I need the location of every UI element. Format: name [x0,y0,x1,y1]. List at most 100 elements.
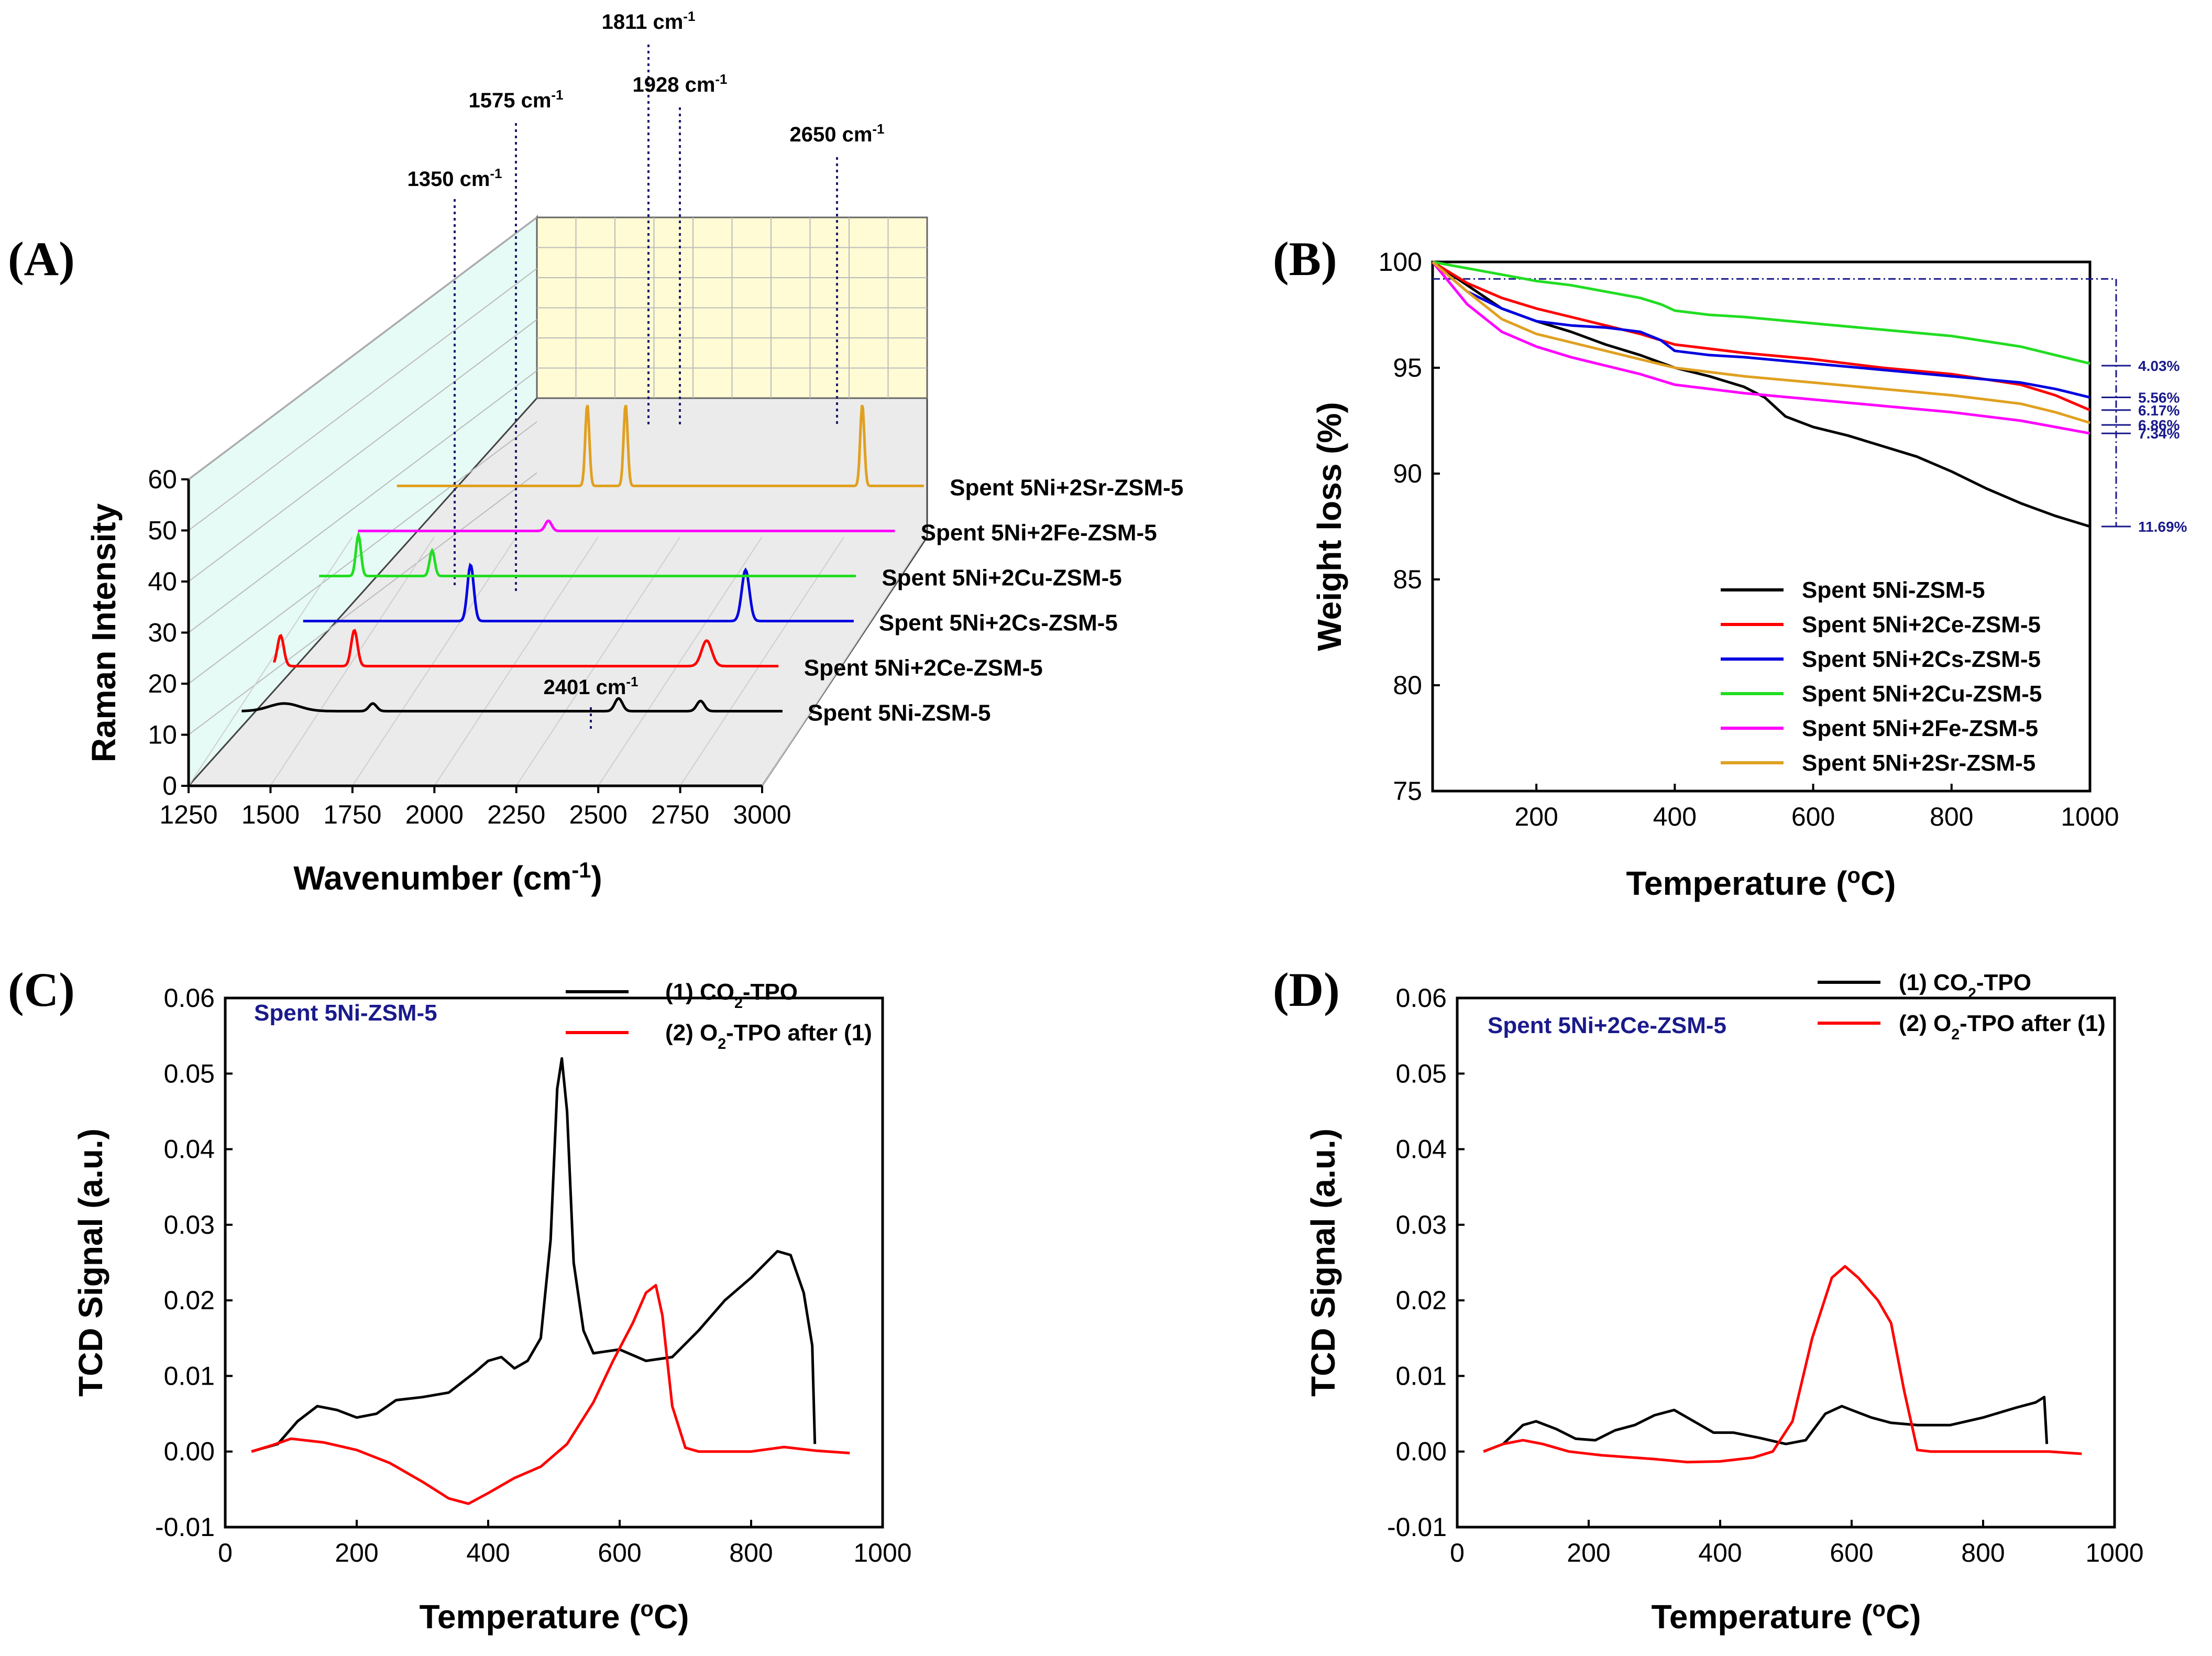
panel-a-series [241,404,924,712]
raman-line-spent-5ni-2cu-zsm-5 [319,531,856,577]
line-spent-5ni-2cs-zsm-5 [1432,261,2090,399]
floor-grid-line [434,536,599,786]
side-grid-line [188,268,537,531]
y-tick-label: 40 [148,567,177,596]
raman-label-spent-5ni-2fe-zsm-5: Spent 5Ni+2Fe-ZSM-5 [921,520,1157,546]
legend-label-1-co2-tpo: (1) CO2-TPO [665,979,798,1012]
floor-grid-line [352,536,517,786]
x-tick-label: 200 [1514,802,1558,831]
panel-a-y-title: Raman Intensity [85,503,123,762]
panel-a: (A) 0 10 20 30 40 50 60 1250 1500 1750 2000 2250 25… [8,8,1183,897]
x-tick-label: 400 [1698,1538,1742,1567]
panel-b-reference [1433,278,2117,527]
line-spent-5ni-2fe-zsm-5 [1432,261,2090,435]
x-tick-label: 2500 [569,800,628,829]
panel-a-series-labels: Spent 5Ni-ZSM-5 Spent 5Ni+2Ce-ZSM-5 Spent … [804,475,1184,726]
legend-label-spent-5ni-2cu-zsm-5: Spent 5Ni+2Cu-ZSM-5 [1802,681,2042,707]
side-grid-line [188,319,537,582]
line-spent-5ni-2cu-zsm-5 [1432,260,2090,365]
panel-d: (D) 0 200 400 600 800 1000 -0.01 0.00 0.01 0.02 0.… [1273,963,2144,1636]
y-tick-label: 0.02 [164,1286,215,1315]
raman-annotation-1350-cm-1: 1350 cm-1 [407,166,502,191]
y-tick-label: 10 [148,720,177,750]
raman-annotation-1575-cm-1: 1575 cm-1 [468,87,563,112]
y-tick-label: 0.00 [164,1437,215,1466]
floor-grid-line [598,536,763,786]
panel-c-series [251,1057,850,1505]
x-tick-label: 800 [1930,802,1973,831]
panel-c-sample-label: Spent 5Ni-ZSM-5 [254,1000,437,1026]
legend-label-spent-5ni-zsm-5: Spent 5Ni-ZSM-5 [1802,577,1985,603]
x-tick-label: 0 [218,1538,233,1567]
x-tick-label: 2250 [487,800,545,829]
line-1-co2-tpo [1483,1396,2049,1453]
side-grid-line [188,421,537,684]
floor-grid-line [188,536,353,786]
panel-b-label: (B) [1273,232,1337,286]
panel-a-x-title: Wavenumber (cm-1) [293,858,602,897]
y-tick-label: 60 [148,465,177,494]
panel-d-x-title: Temperature (oC) [1652,1596,1921,1636]
panel-c-y-title: TCD Signal (a.u.) [72,1128,109,1397]
panel-a-label: (A) [8,232,75,286]
loss-label-6-86: 6.86% [2138,417,2180,433]
panel-b-x-title: Temperature (oC) [1626,863,1896,903]
raman-line-spent-5ni-2fe-zsm-5 [358,519,895,532]
panel-a-annotation-lines [454,45,838,731]
y-tick-label: 0.05 [164,1059,215,1088]
floor-grid-line [270,536,435,786]
panel-a-annotation-labels: 1350 cm-1 1575 cm-1 1811 cm-1 1928 cm-1 2650… [407,8,884,699]
x-tick-label: 600 [598,1538,641,1567]
panel-b-y-title: Weight loss (%) [1311,402,1348,651]
legend-label-2-o2-tpo-after-1: (2) O2-TPO after (1) [1899,1011,2106,1043]
raman-line-spent-5ni-zsm-5 [241,697,783,712]
loss-label-4-03: 4.03% [2138,358,2180,374]
legend-label-spent-5ni-2ce-zsm-5: Spent 5Ni+2Ce-ZSM-5 [1802,612,2041,638]
line-spent-5ni-2ce-zsm-5 [1432,260,2090,412]
x-tick-label: 800 [1961,1538,2005,1567]
loss-label-5-56: 5.56% [2138,390,2180,406]
y-tick-label: 0 [162,771,177,800]
panel-a-x-ticks: 1250 1500 1750 2000 2250 2500 2750 3000 [159,786,791,829]
line-spent-5ni-2sr-zsm-5 [1432,261,2090,424]
y-tick-label: 95 [1393,353,1422,382]
panel-c-frame [224,996,884,1529]
panel-a-floor-grid [188,536,927,786]
y-tick-label: 20 [148,669,177,698]
panel-d-sample-label: Spent 5Ni+2Ce-ZSM-5 [1488,1013,1726,1038]
y-tick-label: 0.02 [1396,1286,1447,1315]
x-tick-label: 0 [1450,1538,1465,1567]
panel-a-back-grid [537,217,927,398]
raman-annotation-2401-cm-1: 2401 cm-1 [543,674,638,699]
x-tick-label: 1250 [159,800,217,829]
panel-d-label: (D) [1273,963,1340,1016]
y-tick-label: 85 [1393,565,1422,594]
loss-label-7-34: 7.34% [2138,425,2180,442]
raman-label-spent-5ni-2ce-zsm-5: Spent 5Ni+2Ce-ZSM-5 [804,655,1043,681]
panel-b: (B) 200 400 600 800 1000 75 80 85 90 95 100 4.03% 5… [1273,232,2187,902]
line-2-o2-tpo-after-1 [1483,1265,2082,1464]
raman-label-spent-5ni-zsm-5: Spent 5Ni-ZSM-5 [808,700,991,726]
panel-b-series [1432,260,2090,528]
y-tick-label: 0.06 [1396,983,1447,1013]
legend-label-1-co2-tpo: (1) CO2-TPO [1899,970,2031,1002]
legend-label-spent-5ni-2sr-zsm-5: Spent 5Ni+2Sr-ZSM-5 [1802,750,2035,776]
y-tick-label: 30 [148,618,177,648]
x-tick-label: 1000 [2061,802,2119,831]
line-spent-5ni-zsm-5 [1432,260,2090,528]
loss-label-6-17: 6.17% [2138,402,2180,419]
x-tick-label: 1500 [241,800,300,829]
raman-label-spent-5ni-2cu-zsm-5: Spent 5Ni+2Cu-ZSM-5 [882,565,1121,591]
panel-b-ticks: 200 400 600 800 1000 75 80 85 90 95 100 [1379,247,2119,831]
x-tick-label: 3000 [733,800,791,829]
x-tick-label: 200 [1567,1538,1610,1567]
panel-a-y-ticks: 0 10 20 30 40 50 60 [148,465,189,800]
panel-d-series [1483,1265,2082,1464]
panel-d-y-title: TCD Signal (a.u.) [1304,1128,1342,1397]
side-grid-line [188,370,537,633]
line-2-o2-tpo-after-1 [251,1284,850,1505]
side-grid-line [188,472,537,736]
x-tick-label: 2750 [651,800,709,829]
panel-b-legend: Spent 5Ni-ZSM-5 Spent 5Ni+2Ce-ZSM-5 Spent … [1721,577,2042,776]
raman-label-spent-5ni-2sr-zsm-5: Spent 5Ni+2Sr-ZSM-5 [950,475,1183,501]
